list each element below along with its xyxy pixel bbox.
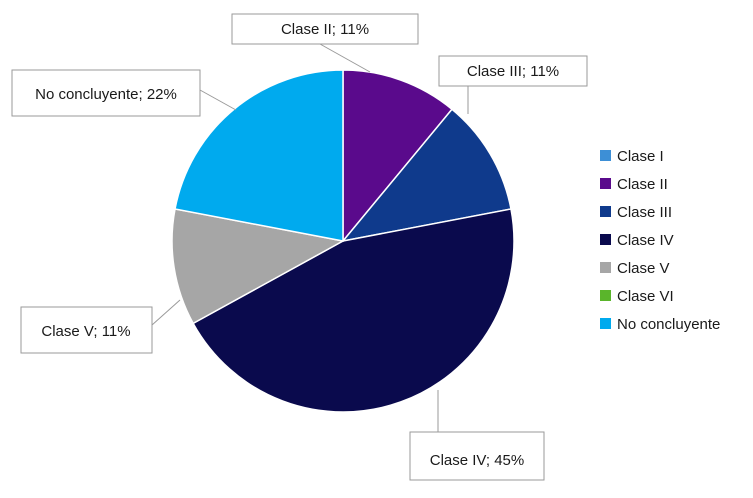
data-label-text: Clase V; 11% — [41, 323, 130, 340]
data-label-text: Clase II; 11% — [281, 21, 369, 38]
legend: Clase I Clase II Clase III Clase IV Clase V C… — [600, 148, 720, 333]
data-label-callouts: Clase II; 11% Clase III; 11% Clase IV; 45%… — [11, 13, 588, 481]
leader-line — [151, 299, 181, 326]
legend-label: Clase V — [617, 260, 670, 277]
legend-item-no-concluyente: No concluyente — [600, 316, 720, 333]
legend-label: Clase I — [617, 148, 664, 165]
leader-line — [319, 43, 371, 73]
legend-item-clase-iv: Clase IV — [600, 232, 674, 249]
legend-swatch — [600, 234, 611, 245]
data-label-clase-v: Clase V; 11% — [20, 299, 181, 354]
data-label-clase-iii: Clase III; 11% — [438, 55, 588, 114]
legend-label: No concluyente — [617, 316, 720, 333]
legend-swatch — [600, 290, 611, 301]
data-label-no-concluyente: No concluyente; 22% — [11, 69, 237, 117]
data-label-box — [11, 69, 201, 117]
legend-item-clase-iii: Clase III — [600, 204, 672, 221]
legend-item-clase-i: Clase I — [600, 148, 664, 165]
pie-slice-clase-v — [171, 208, 346, 325]
legend-label: Clase VI — [617, 288, 674, 305]
data-label-text: Clase III; 11% — [467, 63, 559, 80]
leader-line — [199, 89, 237, 111]
legend-item-clase-vi: Clase VI — [600, 288, 674, 305]
legend-item-clase-ii: Clase II — [600, 176, 668, 193]
pie-slices — [171, 69, 515, 413]
legend-swatch — [600, 318, 611, 329]
data-label-box — [20, 306, 153, 354]
pie-slice-clase-iv — [192, 208, 515, 413]
legend-label: Clase II — [617, 176, 668, 193]
data-label-box — [409, 431, 545, 481]
legend-swatch — [600, 150, 611, 161]
data-label-clase-iv: Clase IV; 45% — [409, 390, 545, 481]
data-label-text: Clase IV; 45% — [430, 452, 525, 469]
legend-label: Clase III — [617, 204, 672, 221]
pie-slice-clase-ii — [342, 69, 454, 244]
data-label-box — [438, 55, 588, 87]
legend-swatch — [600, 178, 611, 189]
legend-swatch — [600, 262, 611, 273]
pie-slice-clase-iii — [341, 108, 512, 243]
data-label-box — [231, 13, 419, 45]
data-label-text: No concluyente; 22% — [35, 86, 177, 103]
legend-item-clase-v: Clase V — [600, 260, 670, 277]
data-label-clase-ii: Clase II; 11% — [231, 13, 419, 73]
legend-swatch — [600, 206, 611, 217]
legend-label: Clase IV — [617, 232, 674, 249]
